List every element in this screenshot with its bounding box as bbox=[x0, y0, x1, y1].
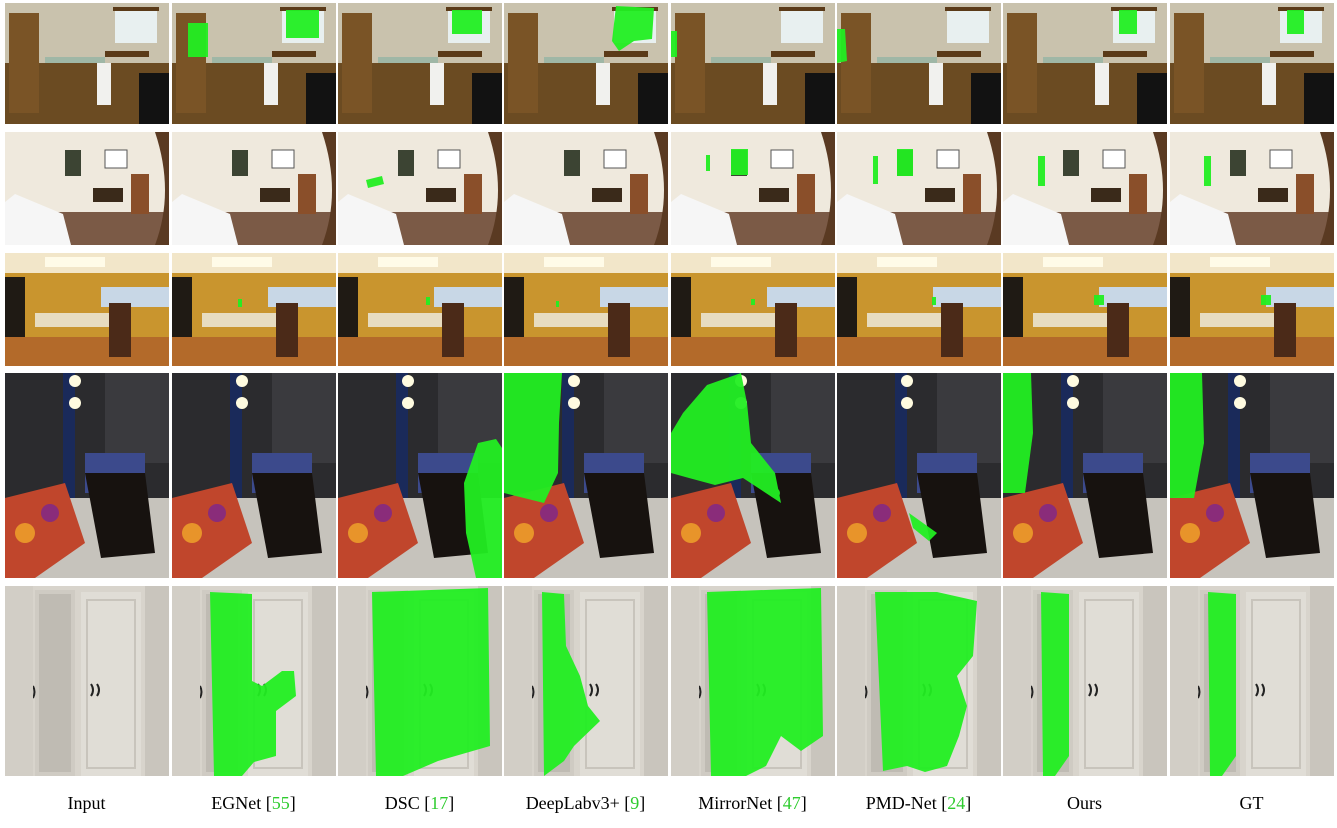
result-grid bbox=[5, 3, 1334, 776]
result-image-bedroom-ours bbox=[1003, 132, 1167, 245]
method-name: DSC [ bbox=[384, 793, 431, 813]
citation-link[interactable]: 47 bbox=[782, 793, 801, 813]
result-image-wardrobe-mirror-egnet bbox=[172, 586, 336, 776]
citation-bracket: ] bbox=[289, 793, 296, 813]
result-image-wardrobe-mirror-pmdnet bbox=[837, 586, 1001, 776]
method-name: DeepLabv3+ [ bbox=[525, 793, 631, 813]
result-image-closet-mirror-pmdnet bbox=[837, 373, 1001, 578]
column-label-gt: GT bbox=[1170, 793, 1333, 814]
result-image-closet-mirror-input bbox=[5, 373, 169, 578]
result-image-kitchen-deeplab bbox=[504, 253, 668, 366]
result-image-closet-mirror-dsc bbox=[338, 373, 502, 578]
result-image-bedroom-gt bbox=[1170, 132, 1334, 245]
result-image-kitchen-dsc bbox=[338, 253, 502, 366]
citation-link[interactable]: 24 bbox=[947, 793, 966, 813]
method-name: PMD-Net [ bbox=[865, 793, 948, 813]
result-image-kitchen-egnet bbox=[172, 253, 336, 366]
result-image-bathroom-input bbox=[5, 3, 169, 124]
result-image-kitchen-input bbox=[5, 253, 169, 366]
result-image-bathroom-egnet bbox=[172, 3, 336, 124]
citation-bracket: ] bbox=[639, 793, 646, 813]
result-image-wardrobe-mirror-deeplab bbox=[504, 586, 668, 776]
column-label-egnet: EGNet [55] bbox=[172, 793, 335, 814]
result-image-bathroom-deeplab bbox=[504, 3, 668, 124]
result-image-wardrobe-mirror-input bbox=[5, 586, 169, 776]
citation-bracket: ] bbox=[800, 793, 807, 813]
result-image-bathroom-ours bbox=[1003, 3, 1167, 124]
result-image-wardrobe-mirror-gt bbox=[1170, 586, 1334, 776]
column-label-pmdnet: PMD-Net [24] bbox=[837, 793, 1000, 814]
result-image-bathroom-gt bbox=[1170, 3, 1334, 124]
result-image-bedroom-pmdnet bbox=[837, 132, 1001, 245]
result-image-closet-mirror-mirrornet bbox=[671, 373, 835, 578]
result-image-closet-mirror-egnet bbox=[172, 373, 336, 578]
result-image-bedroom-deeplab bbox=[504, 132, 668, 245]
result-image-bathroom-pmdnet bbox=[837, 3, 1001, 124]
result-image-closet-mirror-deeplab bbox=[504, 373, 668, 578]
result-image-kitchen-mirrornet bbox=[671, 253, 835, 366]
column-label-deeplab: DeepLabv3+ [9] bbox=[504, 793, 667, 814]
result-image-bedroom-mirrornet bbox=[671, 132, 835, 245]
method-name: Input bbox=[67, 793, 106, 813]
result-image-closet-mirror-gt bbox=[1170, 373, 1334, 578]
result-image-bathroom-mirrornet bbox=[671, 3, 835, 124]
result-image-wardrobe-mirror-dsc bbox=[338, 586, 502, 776]
method-name: EGNet [ bbox=[211, 793, 272, 813]
column-labels: Input EGNet [55] DSC [17] DeepLabv3+ [9] Mir… bbox=[5, 793, 1334, 823]
result-image-wardrobe-mirror-ours bbox=[1003, 586, 1167, 776]
result-image-bedroom-egnet bbox=[172, 132, 336, 245]
result-image-kitchen-pmdnet bbox=[837, 253, 1001, 366]
result-image-bedroom-input bbox=[5, 132, 169, 245]
result-image-wardrobe-mirror-mirrornet bbox=[671, 586, 835, 776]
column-label-ours: Ours bbox=[1003, 793, 1166, 814]
method-name: Ours bbox=[1067, 793, 1102, 813]
column-label-dsc: DSC [17] bbox=[338, 793, 501, 814]
column-label-input: Input bbox=[5, 793, 168, 814]
citation-bracket: ] bbox=[448, 793, 455, 813]
result-image-bedroom-dsc bbox=[338, 132, 502, 245]
result-image-kitchen-ours bbox=[1003, 253, 1167, 366]
citation-link[interactable]: 17 bbox=[430, 793, 449, 813]
method-name: GT bbox=[1239, 793, 1264, 813]
method-name: MirrorNet [ bbox=[698, 793, 783, 813]
result-image-closet-mirror-ours bbox=[1003, 373, 1167, 578]
result-image-kitchen-gt bbox=[1170, 253, 1334, 366]
citation-link[interactable]: 55 bbox=[271, 793, 290, 813]
result-image-bathroom-dsc bbox=[338, 3, 502, 124]
citation-link[interactable]: 9 bbox=[630, 793, 640, 813]
column-label-mirrornet: MirrorNet [47] bbox=[671, 793, 834, 814]
citation-bracket: ] bbox=[965, 793, 972, 813]
